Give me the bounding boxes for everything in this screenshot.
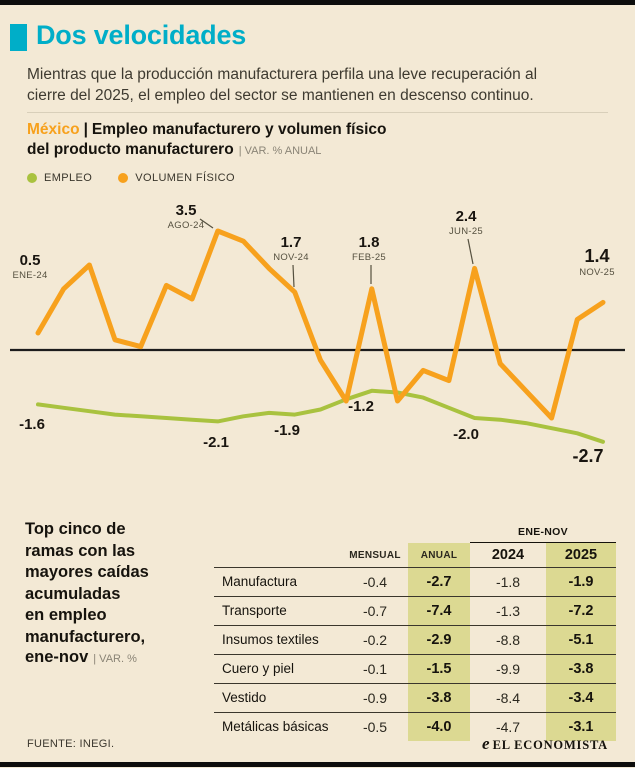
table-cell: -0.7 bbox=[342, 596, 408, 625]
table-column-header: 2024 bbox=[491, 547, 525, 563]
divider-line bbox=[27, 112, 608, 113]
table-cell: -8.8 bbox=[470, 625, 546, 654]
table-row-label: Cuero y piel bbox=[214, 654, 342, 683]
table-cell: -0.2 bbox=[342, 625, 408, 654]
intro-text: Mientras que la producción manufacturera… bbox=[27, 66, 538, 104]
table-cell: -1.8 bbox=[470, 567, 546, 596]
table-unit-label: | VAR. % bbox=[93, 653, 137, 665]
chart-title-block: México | Empleo manufacturero y volumen fí… bbox=[27, 120, 386, 161]
annotation-leader-line bbox=[199, 218, 214, 229]
chart-title-line2: del producto manufacturero | VAR. % ANUAL bbox=[27, 140, 386, 161]
source-note: FUENTE: INEGI. bbox=[27, 738, 115, 750]
table-title-lastline: ene-nov | VAR. % bbox=[25, 648, 137, 667]
table-row-label: Vestido bbox=[214, 683, 342, 712]
table-row-label: Manufactura bbox=[214, 567, 342, 596]
annotation-leader-line bbox=[467, 238, 474, 265]
table-spacer bbox=[214, 524, 470, 543]
table-cell: -7.2 bbox=[546, 596, 616, 625]
annotation-leader-line bbox=[292, 264, 295, 288]
table-cell: -2.9 bbox=[408, 625, 470, 654]
table-cell: -9.9 bbox=[470, 654, 546, 683]
table-row-label: Transporte bbox=[214, 596, 342, 625]
table-spacer bbox=[214, 543, 342, 567]
chart-canvas bbox=[10, 218, 625, 444]
table-cell: -0.4 bbox=[342, 567, 408, 596]
series-volumen bbox=[35, 228, 606, 421]
table-cell: -4.7 bbox=[470, 712, 546, 741]
pipe-separator: | bbox=[83, 121, 88, 138]
table-row-label: Insumos textiles bbox=[214, 625, 342, 654]
table-cell: -3.8 bbox=[546, 654, 616, 683]
table-cell: -0.5 bbox=[342, 712, 408, 741]
table-cell: -3.1 bbox=[546, 712, 616, 741]
table-row-label: Metálicas básicas bbox=[214, 712, 342, 741]
table-cell: -5.1 bbox=[546, 625, 616, 654]
table-column-header: 2025 bbox=[546, 543, 616, 567]
table-cell: -1.3 bbox=[470, 596, 546, 625]
chart-title-line1: México | Empleo manufacturero y volumen fí… bbox=[27, 120, 386, 140]
legend-label: VOLUMEN FÍSICO bbox=[135, 172, 235, 184]
bottom-border-bar bbox=[0, 762, 635, 767]
chart-title-text2: del producto manufacturero bbox=[27, 141, 234, 158]
table-cell: -7.4 bbox=[408, 596, 470, 625]
series-empleo bbox=[36, 388, 605, 444]
table-title: Top cinco de ramas con las mayores caída… bbox=[25, 520, 149, 646]
table-cell: -1.5 bbox=[408, 654, 470, 683]
table-column-header: MENSUAL bbox=[349, 550, 401, 561]
line-chart: 0.5 ENE-24 3.5 AGO-24 1.7 NOV-24 1.8 FEB-25 2.4 J… bbox=[0, 195, 635, 507]
chart-title-text: Empleo manufacturero y volumen físico bbox=[91, 121, 387, 138]
table-group-header: ENE-NOV bbox=[470, 526, 616, 543]
table-cell: -3.8 bbox=[408, 683, 470, 712]
legend-dot-empleo bbox=[27, 173, 37, 183]
table-cell: -0.1 bbox=[342, 654, 408, 683]
table-cell: -2.7 bbox=[408, 567, 470, 596]
top-border-bar bbox=[0, 0, 635, 5]
table-cell: -8.4 bbox=[470, 683, 546, 712]
table-column-header: ANUAL bbox=[408, 543, 470, 567]
table-cell: -3.4 bbox=[546, 683, 616, 712]
logo-e-icon: e bbox=[482, 734, 490, 753]
legend-label: EMPLEO bbox=[44, 172, 93, 184]
country-label: México bbox=[27, 121, 80, 138]
publisher-logo: e EL ECONOMISTA bbox=[482, 734, 608, 754]
table-cell: -1.9 bbox=[546, 567, 616, 596]
legend-dot-volumen bbox=[118, 173, 129, 183]
ranking-table: ENE-NOV MENSUAL ANUAL 2024 2025 Manufactura -0… bbox=[214, 524, 616, 741]
legend-item-volumen: VOLUMEN FÍSICO bbox=[118, 172, 235, 184]
unit-label: | VAR. % ANUAL bbox=[238, 145, 322, 157]
chart-legend: EMPLEO VOLUMEN FÍSICO bbox=[27, 172, 235, 184]
table-cell: -4.0 bbox=[408, 712, 470, 741]
title-marker-square bbox=[10, 24, 27, 51]
table-title-period: ene-nov bbox=[25, 648, 89, 666]
legend-item-empleo: EMPLEO bbox=[27, 172, 92, 184]
page-title: Dos velocidades bbox=[36, 20, 247, 50]
publisher-name: EL ECONOMISTA bbox=[492, 738, 608, 752]
table-cell: -0.9 bbox=[342, 683, 408, 712]
